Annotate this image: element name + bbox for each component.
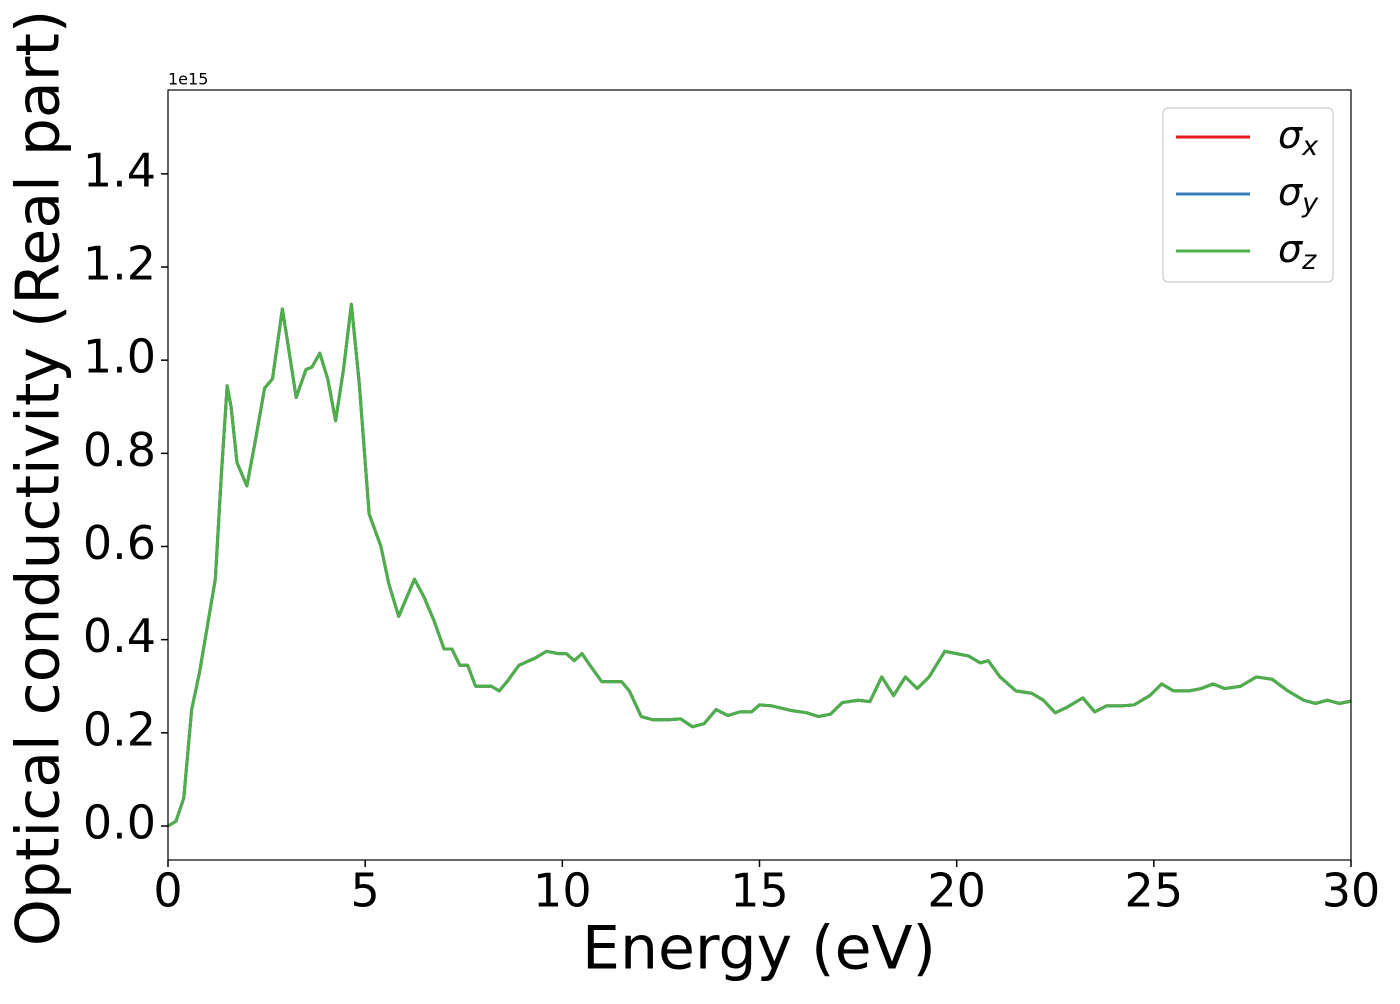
legend-label: σx <box>1278 113 1319 162</box>
x-tick-label: 20 <box>927 864 986 918</box>
plot-frame <box>167 89 1352 861</box>
x-tick-label: 10 <box>533 864 592 918</box>
legend-label: σy <box>1278 170 1319 219</box>
x-axis-label: Energy (eV) <box>582 914 936 984</box>
series-line <box>167 302 1352 828</box>
y-tick-label: 0.4 <box>83 609 156 663</box>
x-tick-label: 15 <box>730 864 789 918</box>
y-tick-label: 0.8 <box>83 423 156 477</box>
y-tick-label: 0.0 <box>83 795 156 849</box>
y-axis-label: Optical conductivity (Real part) <box>4 10 74 947</box>
series-line <box>167 302 1352 828</box>
x-tick-label: 5 <box>351 864 380 918</box>
y-tick-label: 0.2 <box>83 702 156 756</box>
y-tick-label: 1.2 <box>83 237 156 291</box>
series-line <box>167 302 1352 828</box>
x-tick-label: 0 <box>153 864 182 918</box>
y-tick-label: 1.4 <box>83 143 156 197</box>
y-tick-label: 1.0 <box>83 330 156 384</box>
offset-label: 1e15 <box>168 70 208 89</box>
legend-label: σz <box>1278 227 1317 276</box>
x-tick-label: 30 <box>1322 864 1381 918</box>
y-tick-label: 0.6 <box>83 516 156 570</box>
x-tick-label: 25 <box>1125 864 1184 918</box>
legend: σx σy σz <box>1162 107 1334 283</box>
